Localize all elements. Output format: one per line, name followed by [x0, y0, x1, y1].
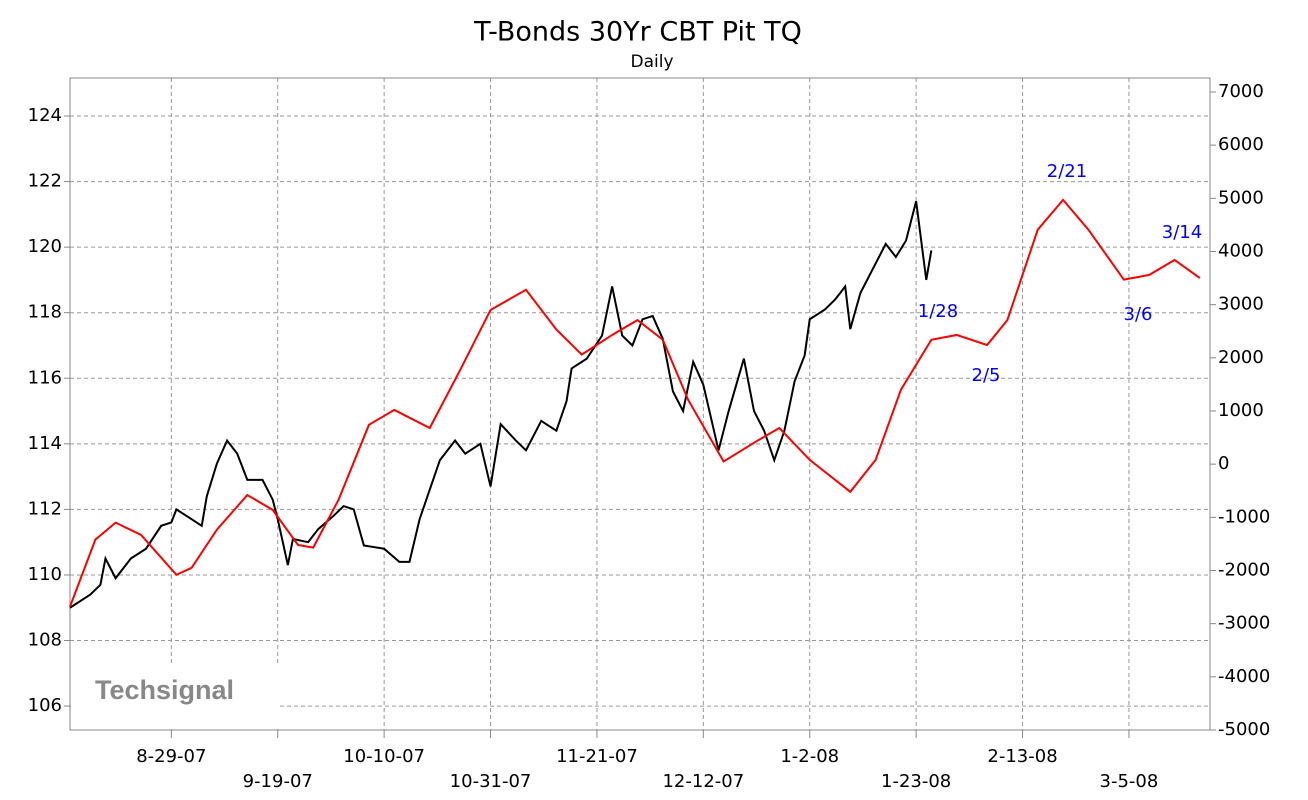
- y-tick-label: 110: [28, 564, 62, 585]
- series-line: [69, 201, 933, 609]
- plot-frame: [69, 77, 1211, 731]
- annotation: 2/5: [972, 365, 1001, 386]
- y-tick-label: 122: [28, 171, 62, 192]
- y-tick-label: 114: [28, 433, 62, 454]
- y2-tick-label: -5000: [1218, 719, 1270, 740]
- y-tick-label: 106: [28, 695, 62, 716]
- x-tick-label: 10-31-07: [450, 771, 532, 792]
- plot-background: [70, 78, 1210, 730]
- y-tick-label: 116: [28, 367, 62, 388]
- x-tick-label: 11-21-07: [556, 746, 638, 767]
- annotation: 3/6: [1124, 304, 1153, 325]
- annotation: 2/21: [1047, 161, 1087, 182]
- y2-tick-label: 6000: [1218, 134, 1264, 155]
- y2-tick-label: -1000: [1218, 506, 1270, 527]
- y2-tick-label: 5000: [1218, 187, 1264, 208]
- x-tick-label: 1-2-08: [780, 746, 839, 767]
- y-tick-label: 112: [28, 498, 62, 519]
- y-tick-label: 118: [28, 302, 62, 323]
- y2-tick-label: -4000: [1218, 666, 1270, 687]
- y2-tick-label: 1000: [1218, 400, 1264, 421]
- y-tick-label: 108: [28, 630, 62, 651]
- x-tick-label: 12-12-07: [662, 771, 744, 792]
- x-tick-label: 9-19-07: [243, 771, 313, 792]
- x-tick-label: 1-23-08: [881, 771, 951, 792]
- x-tick-label: 8-29-07: [136, 746, 206, 767]
- watermark: Techsignal: [95, 675, 234, 705]
- y2-tick-label: 0: [1218, 453, 1229, 474]
- x-tick-label: 2-13-08: [987, 746, 1057, 767]
- y2-tick-label: -2000: [1218, 559, 1270, 580]
- y2-tick-label: -3000: [1218, 613, 1270, 634]
- y-tick-label: 120: [28, 236, 62, 257]
- annotation: 3/14: [1162, 222, 1202, 243]
- y2-tick-label: 3000: [1218, 294, 1264, 315]
- x-tick-label: 10-10-07: [343, 746, 425, 767]
- watermark-box: [71, 665, 280, 729]
- series-line: [69, 198, 1201, 608]
- chart-subtitle: Daily: [630, 52, 673, 72]
- y2-tick-label: 4000: [1218, 240, 1264, 261]
- annotation: 1/28: [918, 301, 958, 322]
- y-tick-label: 124: [28, 105, 62, 126]
- y2-tick-label: 2000: [1218, 347, 1264, 368]
- chart-title: T-Bonds 30Yr CBT Pit TQ: [473, 17, 802, 48]
- y2-tick-label: 7000: [1218, 81, 1264, 102]
- x-tick-label: 3-5-08: [1100, 771, 1159, 792]
